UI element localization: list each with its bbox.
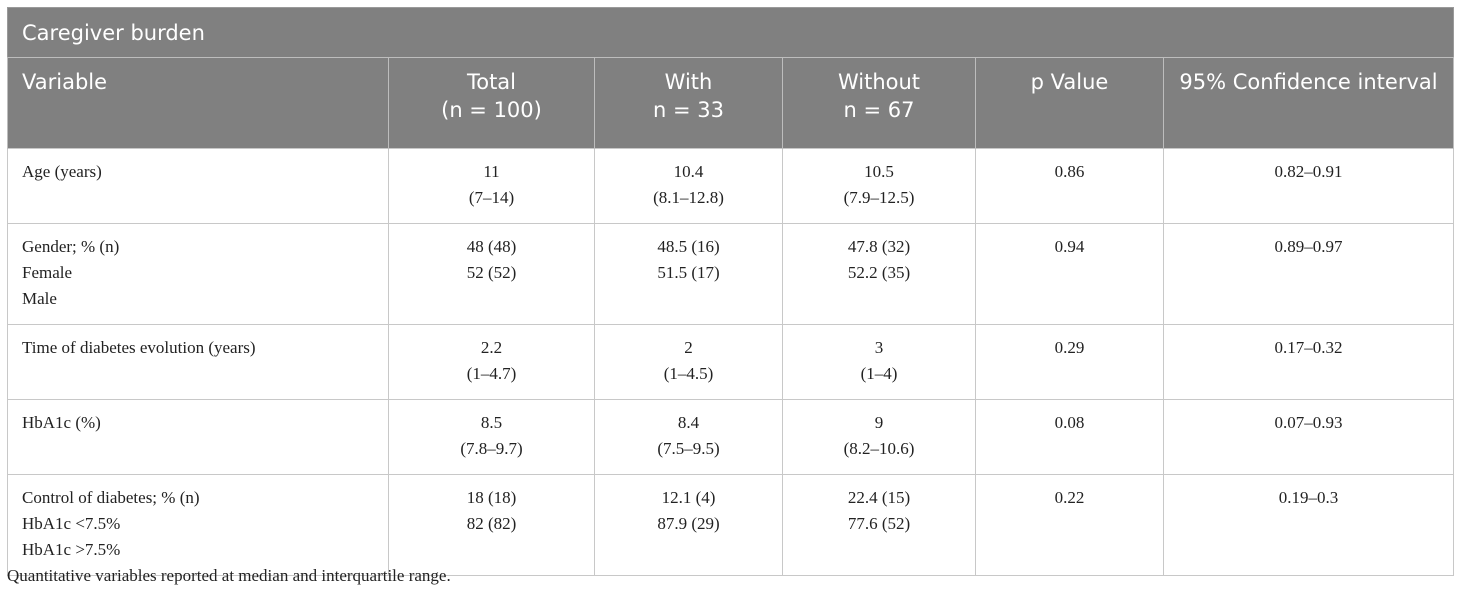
row-label: Age (years) bbox=[7, 148, 389, 224]
cell-p-value: 0.29 bbox=[975, 324, 1164, 400]
cell-with: 2 (1–4.5) bbox=[594, 324, 783, 400]
column-header-confidence-interval: 95% Confidence interval bbox=[1162, 57, 1455, 149]
row-label: Time of diabetes evolution (years) bbox=[7, 324, 389, 400]
cell-confidence-interval: 0.07–0.93 bbox=[1162, 399, 1455, 475]
cell-p-value: 0.08 bbox=[975, 399, 1164, 475]
table-container: Caregiver burden Variable Total (n = 100… bbox=[6, 7, 1455, 576]
cell-confidence-interval: 0.17–0.32 bbox=[1162, 324, 1455, 400]
column-header-variable: Variable bbox=[7, 57, 389, 149]
cell-confidence-interval: 0.89–0.97 bbox=[1162, 223, 1455, 325]
row-label: HbA1c (%) bbox=[7, 399, 389, 475]
cell-p-value: 0.22 bbox=[975, 474, 1164, 576]
cell-p-value: 0.94 bbox=[975, 223, 1164, 325]
caregiver-burden-table: Caregiver burden Variable Total (n = 100… bbox=[6, 7, 1455, 576]
cell-with: 10.4 (8.1–12.8) bbox=[594, 148, 783, 224]
row-label: Control of diabetes; % (n) HbA1c <7.5% H… bbox=[7, 474, 389, 576]
cell-without: 10.5 (7.9–12.5) bbox=[782, 148, 976, 224]
column-header-total: Total (n = 100) bbox=[388, 57, 595, 149]
cell-total: 8.5 (7.8–9.7) bbox=[388, 399, 595, 475]
cell-with: 8.4 (7.5–9.5) bbox=[594, 399, 783, 475]
cell-with: 12.1 (4) 87.9 (29) bbox=[594, 474, 783, 576]
cell-without: 47.8 (32) 52.2 (35) bbox=[782, 223, 976, 325]
cell-total: 48 (48) 52 (52) bbox=[388, 223, 595, 325]
table-row: Control of diabetes; % (n) HbA1c <7.5% H… bbox=[7, 474, 1455, 576]
cell-total: 11 (7–14) bbox=[388, 148, 595, 224]
cell-total: 2.2 (1–4.7) bbox=[388, 324, 595, 400]
cell-without: 3 (1–4) bbox=[782, 324, 976, 400]
cell-without: 22.4 (15) 77.6 (52) bbox=[782, 474, 976, 576]
table-row: Time of diabetes evolution (years) 2.2 (… bbox=[7, 324, 1455, 400]
cell-confidence-interval: 0.19–0.3 bbox=[1162, 474, 1455, 576]
cell-confidence-interval: 0.82–0.91 bbox=[1162, 148, 1455, 224]
cell-p-value: 0.86 bbox=[975, 148, 1164, 224]
column-header-p-value: p Value bbox=[975, 57, 1164, 149]
cell-with: 48.5 (16) 51.5 (17) bbox=[594, 223, 783, 325]
cell-without: 9 (8.2–10.6) bbox=[782, 399, 976, 475]
table-title: Caregiver burden bbox=[6, 7, 1455, 58]
table-footnote: Quantitative variables reported at media… bbox=[7, 566, 451, 585]
column-header-without: Without n = 67 bbox=[782, 57, 976, 149]
table-row: Age (years) 11 (7–14) 10.4 (8.1–12.8) 10… bbox=[7, 148, 1455, 224]
column-header-with: With n = 33 bbox=[594, 57, 783, 149]
table-row: Gender; % (n) Female Male 48 (48) 52 (52… bbox=[7, 223, 1455, 325]
cell-total: 18 (18) 82 (82) bbox=[388, 474, 595, 576]
table-row: HbA1c (%) 8.5 (7.8–9.7) 8.4 (7.5–9.5) 9 … bbox=[7, 399, 1455, 475]
row-label: Gender; % (n) Female Male bbox=[7, 223, 389, 325]
